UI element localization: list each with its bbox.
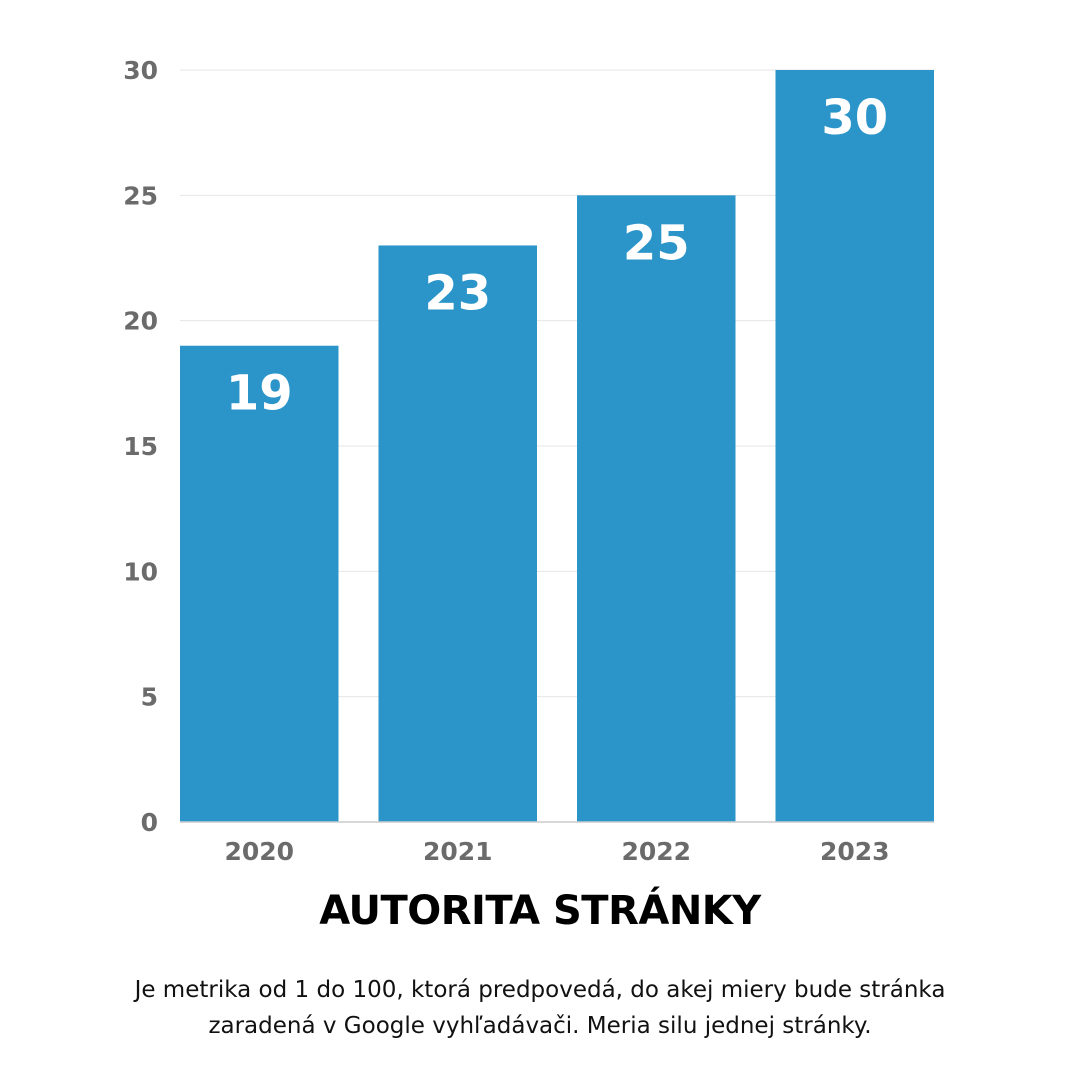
data-label: 25	[623, 215, 690, 271]
bar-2022	[577, 195, 736, 823]
chart-title: AUTORITA STRÁNKY	[319, 888, 761, 934]
chart-caption: Je metrika od 1 do 100, ktorá predpovedá…	[134, 977, 946, 1039]
y-tick-label: 30	[123, 56, 158, 85]
x-tick-label: 2021	[423, 837, 493, 866]
labels: 0 5 10 15 20 25 30 19 2020 23 2021 25 2022 30 2023	[123, 56, 889, 866]
data-label: 23	[424, 265, 491, 321]
y-tick-label: 25	[123, 181, 158, 210]
y-tick-label: 0	[141, 808, 158, 837]
bars	[180, 70, 934, 823]
bar-2023	[775, 70, 934, 822]
bar-2020	[180, 345, 339, 822]
x-tick-label: 2020	[224, 837, 294, 866]
y-tick-label: 15	[123, 432, 158, 461]
data-label: 30	[821, 90, 888, 146]
bar-chart: 0 5 10 15 20 25 30 19 2020 23 2021 25 2022 30 2023	[123, 56, 934, 866]
bar-2021	[378, 245, 537, 822]
y-tick-label: 10	[123, 557, 158, 586]
y-tick-label: 20	[123, 307, 158, 336]
y-tick-label: 5	[141, 683, 158, 712]
x-tick-label: 2022	[621, 837, 691, 866]
x-tick-label: 2023	[820, 837, 890, 866]
data-label: 19	[226, 366, 293, 422]
